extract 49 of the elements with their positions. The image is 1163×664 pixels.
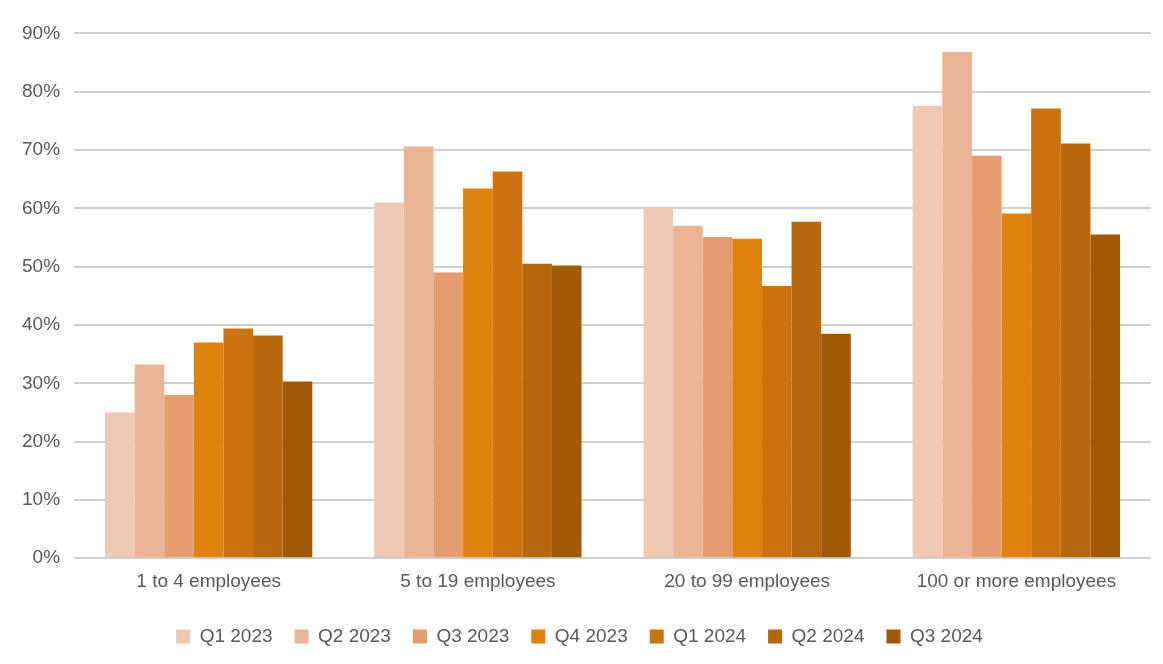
y-tick-label: 50% bbox=[22, 254, 61, 276]
bar bbox=[1090, 234, 1121, 558]
bar bbox=[551, 265, 582, 558]
bar bbox=[374, 202, 404, 558]
legend-label: Q1 2024 bbox=[673, 624, 747, 646]
y-tick-label: 40% bbox=[22, 313, 61, 335]
y-tick-label: 90% bbox=[22, 21, 61, 43]
legend-label: Q3 2024 bbox=[909, 624, 984, 646]
legend-label: Q2 2023 bbox=[318, 624, 391, 646]
bar bbox=[253, 335, 283, 558]
bar bbox=[104, 412, 135, 558]
bar bbox=[791, 221, 822, 558]
bar bbox=[463, 188, 493, 558]
x-tick-label: 5 to 19 employees bbox=[400, 569, 556, 591]
bar bbox=[282, 381, 313, 558]
bar bbox=[134, 364, 165, 558]
bar bbox=[761, 285, 792, 558]
bar bbox=[971, 155, 1002, 558]
bar bbox=[1031, 108, 1061, 558]
bar bbox=[912, 105, 943, 558]
y-tick-label: 60% bbox=[22, 196, 61, 218]
legend-label: Q2 2024 bbox=[791, 624, 865, 646]
bar bbox=[673, 225, 703, 558]
x-tick-label: 1 to 4 employees bbox=[136, 569, 281, 591]
bar bbox=[821, 333, 851, 558]
bar bbox=[522, 263, 552, 558]
y-tick-label: 70% bbox=[22, 138, 61, 160]
bar bbox=[643, 208, 674, 558]
y-tick-label: 10% bbox=[22, 488, 61, 510]
bar bbox=[193, 342, 224, 558]
bar bbox=[732, 238, 762, 558]
y-tick-label: 20% bbox=[22, 429, 61, 451]
legend-label: Q4 2023 bbox=[554, 624, 628, 646]
bar bbox=[164, 394, 194, 558]
bar bbox=[702, 236, 733, 558]
bar bbox=[1060, 143, 1091, 558]
x-tick-label: 100 or more employees bbox=[916, 569, 1117, 591]
bar bbox=[942, 52, 972, 558]
y-tick-label: 0% bbox=[32, 546, 61, 568]
y-tick-label: 80% bbox=[22, 79, 61, 101]
legend-label: Q1 2023 bbox=[199, 624, 273, 646]
bar bbox=[223, 328, 254, 558]
y-tick-label: 30% bbox=[22, 371, 61, 393]
bar bbox=[492, 171, 523, 558]
bar bbox=[433, 272, 464, 558]
legend-label: Q3 2023 bbox=[436, 624, 510, 646]
x-tick-label: 20 to 99 employees bbox=[664, 569, 831, 591]
bar bbox=[403, 146, 434, 558]
bar bbox=[1001, 213, 1032, 558]
